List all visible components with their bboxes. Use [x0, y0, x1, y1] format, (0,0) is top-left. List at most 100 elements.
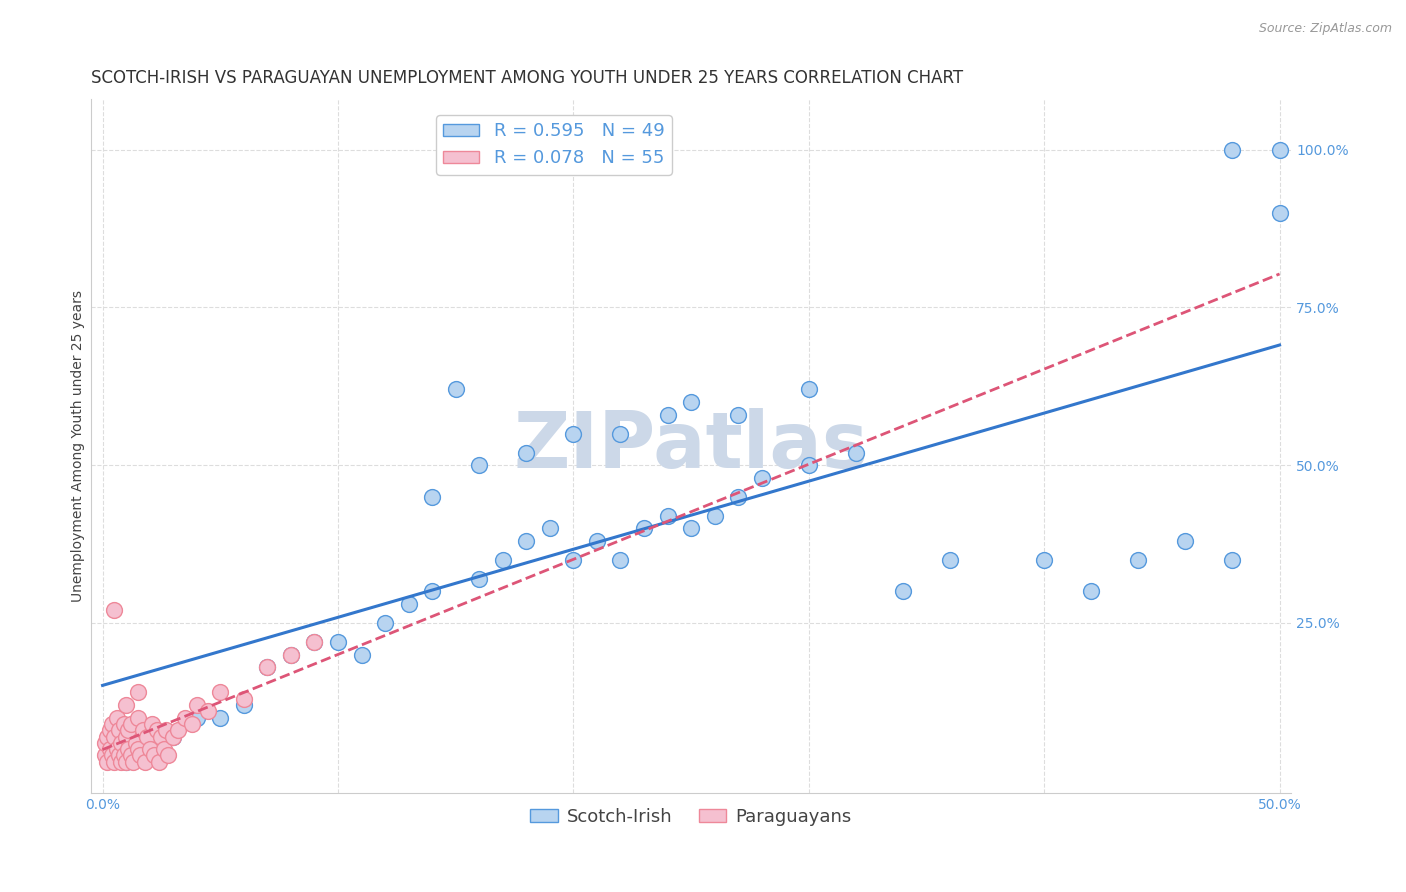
- Point: [492, 553, 515, 567]
- Point: [98, 723, 121, 738]
- Point: [115, 755, 138, 769]
- Point: [127, 685, 149, 699]
- Point: [122, 755, 145, 769]
- Point: [145, 723, 167, 738]
- Point: [657, 408, 679, 422]
- Point: [138, 742, 160, 756]
- Point: [209, 711, 232, 725]
- Point: [420, 490, 443, 504]
- Point: [120, 748, 142, 763]
- Point: [98, 742, 121, 756]
- Point: [727, 408, 749, 422]
- Point: [1268, 143, 1291, 157]
- Point: [1174, 533, 1197, 548]
- Point: [115, 730, 138, 744]
- Point: [1033, 553, 1056, 567]
- Point: [138, 742, 160, 756]
- Y-axis label: Unemployment Among Youth under 25 years: Unemployment Among Youth under 25 years: [72, 290, 86, 602]
- Point: [232, 698, 254, 712]
- Point: [112, 748, 135, 763]
- Point: [515, 533, 537, 548]
- Text: ZIPatlas: ZIPatlas: [513, 409, 869, 484]
- Point: [703, 508, 725, 523]
- Point: [186, 711, 208, 725]
- Point: [681, 521, 703, 535]
- Point: [304, 635, 326, 649]
- Point: [1080, 584, 1102, 599]
- Point: [797, 383, 820, 397]
- Point: [127, 742, 149, 756]
- Point: [374, 615, 396, 630]
- Point: [150, 730, 173, 744]
- Text: Source: ZipAtlas.com: Source: ZipAtlas.com: [1258, 22, 1392, 36]
- Point: [117, 742, 139, 756]
- Point: [586, 533, 609, 548]
- Point: [891, 584, 914, 599]
- Point: [101, 717, 124, 731]
- Point: [197, 704, 219, 718]
- Point: [108, 723, 131, 738]
- Point: [120, 717, 142, 731]
- Point: [562, 426, 585, 441]
- Point: [304, 635, 326, 649]
- Point: [105, 742, 128, 756]
- Point: [444, 383, 467, 397]
- Point: [350, 648, 373, 662]
- Point: [115, 755, 138, 769]
- Point: [167, 723, 190, 738]
- Point: [94, 736, 117, 750]
- Point: [681, 395, 703, 409]
- Point: [181, 717, 204, 731]
- Point: [174, 711, 197, 725]
- Point: [609, 553, 631, 567]
- Point: [112, 717, 135, 731]
- Point: [96, 730, 118, 744]
- Point: [562, 553, 585, 567]
- Point: [162, 730, 184, 744]
- Point: [420, 584, 443, 599]
- Point: [280, 648, 302, 662]
- Point: [280, 648, 302, 662]
- Point: [162, 730, 184, 744]
- Point: [105, 711, 128, 725]
- Point: [209, 685, 232, 699]
- Point: [398, 597, 420, 611]
- Point: [1268, 206, 1291, 220]
- Point: [256, 660, 278, 674]
- Point: [186, 698, 208, 712]
- Point: [101, 748, 124, 763]
- Point: [515, 445, 537, 459]
- Point: [155, 723, 177, 738]
- Point: [108, 748, 131, 763]
- Point: [1222, 553, 1244, 567]
- Point: [845, 445, 868, 459]
- Point: [103, 730, 125, 744]
- Point: [136, 730, 159, 744]
- Text: SCOTCH-IRISH VS PARAGUAYAN UNEMPLOYMENT AMONG YOUTH UNDER 25 YEARS CORRELATION C: SCOTCH-IRISH VS PARAGUAYAN UNEMPLOYMENT …: [91, 69, 963, 87]
- Point: [1222, 143, 1244, 157]
- Point: [232, 691, 254, 706]
- Point: [117, 723, 139, 738]
- Point: [103, 603, 125, 617]
- Point: [939, 553, 962, 567]
- Point: [124, 736, 146, 750]
- Point: [152, 742, 174, 756]
- Point: [115, 698, 138, 712]
- Point: [127, 711, 149, 725]
- Point: [129, 748, 152, 763]
- Point: [96, 755, 118, 769]
- Point: [797, 458, 820, 473]
- Point: [609, 426, 631, 441]
- Point: [256, 660, 278, 674]
- Point: [1128, 553, 1150, 567]
- Point: [110, 736, 132, 750]
- Point: [143, 748, 166, 763]
- Point: [727, 490, 749, 504]
- Point: [103, 755, 125, 769]
- Point: [657, 508, 679, 523]
- Point: [134, 755, 156, 769]
- Point: [326, 635, 349, 649]
- Point: [141, 717, 163, 731]
- Point: [633, 521, 655, 535]
- Point: [468, 572, 491, 586]
